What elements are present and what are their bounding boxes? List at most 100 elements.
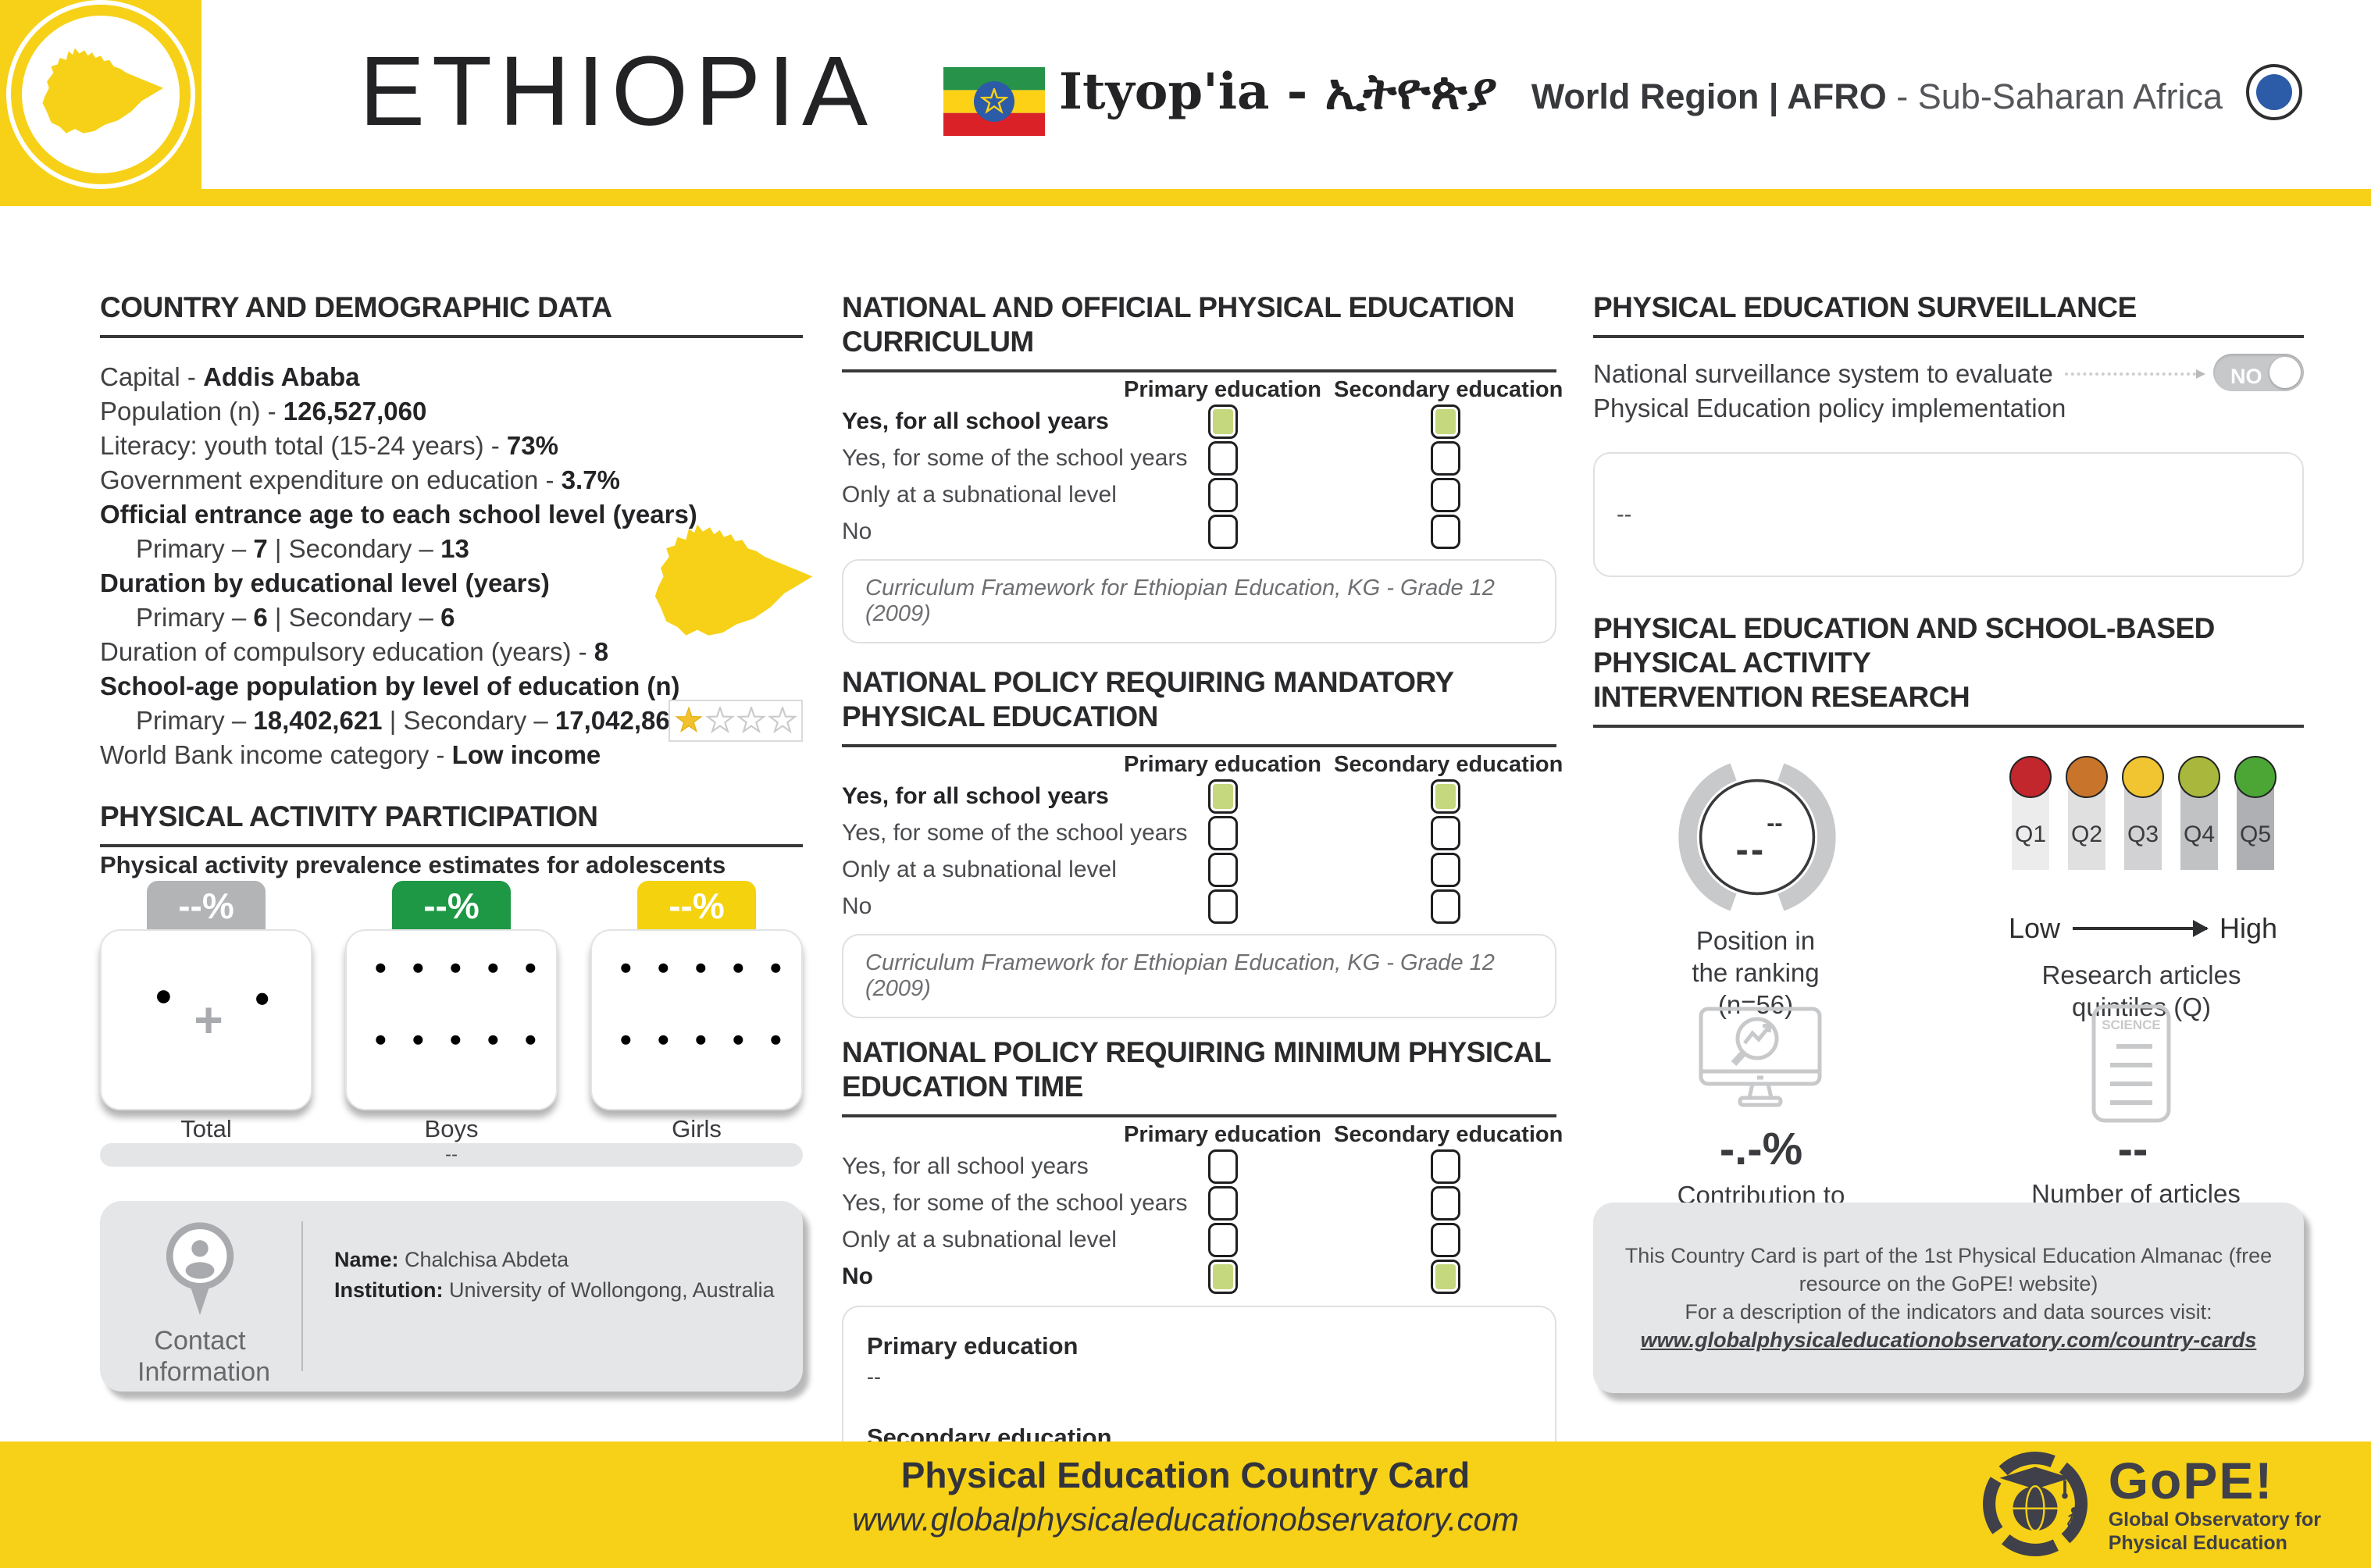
section-title-demographics: COUNTRY AND DEMOGRAPHIC DATA [100, 290, 803, 338]
checkbox-mintime-some-primary[interactable] [1207, 1185, 1238, 1221]
almanac-line3: For a description of the indicators and … [1685, 1300, 2212, 1324]
research-monitor-icon [1699, 1007, 1822, 1107]
col-header-secondary: Secondary education [1334, 752, 1563, 777]
demo-row-compulsory: Duration of compulsory education (years)… [100, 637, 609, 666]
q1-dot-icon [2009, 756, 2052, 798]
checkbox-mintime-no-secondary[interactable] [1430, 1259, 1460, 1294]
mintime-primary-value: -- [867, 1365, 881, 1388]
footer-url[interactable]: www.globalphysicaleducationobservatory.c… [852, 1501, 1519, 1538]
section-title-participation: PHYSICAL ACTIVITY PARTICIPATION [100, 800, 803, 847]
section-title-curriculum: NATIONAL AND OFFICIAL PHYSICAL EDUCATION… [842, 290, 1556, 372]
ranking-caption: Position in the ranking (n=56) [1692, 926, 1820, 1019]
footer-title: Physical Education Country Card [900, 1455, 1471, 1495]
ethiopia-map-icon [35, 41, 166, 148]
country-local-name: Ityop'ia - ኢትዮጵያ [1059, 62, 1498, 121]
table-row: No [842, 888, 1556, 925]
boys-card [345, 929, 558, 1110]
checkbox-mandatory-no-primary[interactable] [1207, 889, 1238, 924]
quintile-q4: Q4 [2178, 756, 2220, 870]
boys-label: Boys [424, 1115, 479, 1142]
checkbox-curriculum-all-secondary[interactable] [1430, 404, 1460, 439]
svg-text:SCIENCE: SCIENCE [2102, 1017, 2161, 1032]
svg-text:--: -- [1767, 810, 1782, 836]
girls-pictogram-grid [604, 947, 790, 1092]
table-row: Yes, for all school years [842, 403, 1556, 440]
runner-outline-icon [604, 952, 640, 1017]
region-dot-icon [2246, 64, 2302, 120]
table-row: Only at a subnational level [842, 1221, 1556, 1258]
column-demographics: COUNTRY AND DEMOGRAPHIC DATA Capital - A… [100, 290, 803, 1392]
checkbox-mintime-some-secondary[interactable] [1430, 1185, 1460, 1221]
checkbox-mandatory-some-secondary[interactable] [1430, 815, 1460, 850]
checkbox-mandatory-subnational-secondary[interactable] [1430, 852, 1460, 887]
checkbox-mintime-no-primary[interactable] [1207, 1259, 1238, 1294]
col-header-primary: Primary education [1123, 752, 1322, 777]
star-empty-icon [736, 707, 766, 735]
surveillance-toggle[interactable]: NO [2213, 354, 2304, 391]
contact-pin-icon [166, 1222, 234, 1316]
contact-caption: Contact Information [137, 1326, 271, 1387]
checkbox-curriculum-some-secondary[interactable] [1430, 440, 1460, 476]
mandatory-table-header: Primary education Secondary education [842, 752, 1563, 778]
table-row: Yes, for all school years [842, 778, 1556, 814]
toggle-knob [2269, 357, 2301, 388]
almanac-line2: resource on the GoPE! website) [1799, 1272, 2098, 1295]
country-cards-link[interactable]: www.globalphysicaleducationobservatory.c… [1640, 1328, 2257, 1352]
checkbox-mintime-all-primary[interactable] [1207, 1149, 1238, 1184]
section-title-surveillance: PHYSICAL EDUCATION SURVEILLANCE [1593, 290, 2304, 338]
checkbox-mandatory-subnational-primary[interactable] [1207, 852, 1238, 887]
participation-subtitle: Physical activity prevalence estimates f… [100, 851, 726, 878]
demo-row-literacy: Literacy: youth total (15-24 years) - 73… [100, 431, 558, 460]
gope-subtitle: Global Observatory for Physical Education [2108, 1509, 2321, 1554]
contact-details: Name: Chalchisa Abdeta Institution: Univ… [334, 1248, 775, 1302]
table-row: Yes, for some of the school years [842, 1185, 1556, 1221]
quintile-q2: Q2 [2066, 756, 2108, 870]
q3-dot-icon [2122, 756, 2164, 798]
checkbox-mandatory-all-secondary[interactable] [1430, 779, 1460, 814]
total-label: Total [180, 1115, 232, 1142]
demo-row-school-age-values: Primary – 18,402,621 | Secondary – 17,04… [136, 706, 685, 735]
checkbox-mandatory-no-secondary[interactable] [1430, 889, 1460, 924]
contact-card: Contact Information Name: Chalchisa Abdet… [100, 1201, 803, 1392]
demo-row-capital: Capital - Addis Ababa [100, 362, 360, 391]
total-card: + [100, 929, 312, 1110]
surveillance-statement: National surveillance system to evaluate… [1593, 354, 2304, 426]
checkbox-mandatory-all-primary[interactable] [1207, 779, 1238, 814]
demo-row-entrance-age: Official entrance age to each school lev… [100, 500, 697, 529]
demo-row-school-age-header: School-age population by level of educat… [100, 672, 680, 700]
checkbox-mintime-subnational-primary[interactable] [1207, 1222, 1238, 1257]
almanac-info-card: This Country Card is part of the 1st Phy… [1593, 1203, 2304, 1393]
quintile-scale: Q1 Q2 Q3 Q4 Q5 [2009, 756, 2277, 870]
checkbox-curriculum-no-primary[interactable] [1207, 514, 1238, 549]
checkbox-mintime-subnational-secondary[interactable] [1430, 1222, 1460, 1257]
col-header-primary: Primary education [1123, 377, 1322, 402]
checkbox-mintime-all-secondary[interactable] [1430, 1149, 1460, 1184]
svg-text:--: -- [1735, 829, 1766, 871]
checkbox-curriculum-no-secondary[interactable] [1430, 514, 1460, 549]
mintime-table-header: Primary education Secondary education [842, 1122, 1563, 1148]
col-header-secondary: Secondary education [1334, 377, 1563, 402]
articles-value: -- [2117, 1124, 2148, 1174]
table-row: No [842, 513, 1556, 550]
table-row: Yes, for all school years [842, 1148, 1556, 1185]
checkbox-curriculum-subnational-secondary[interactable] [1430, 477, 1460, 512]
curriculum-table-header: Primary education Secondary education [842, 377, 1563, 403]
ethiopia-map-silhouette [645, 515, 817, 655]
demo-row-population: Population (n) - 126,527,060 [100, 397, 427, 426]
table-row: Yes, for some of the school years [842, 814, 1556, 851]
research-body: -- -- Position in the ranking (n=56) Q1 … [1593, 728, 2304, 1242]
contribution-value: -.-% [1719, 1124, 1803, 1174]
checkbox-mandatory-some-primary[interactable] [1207, 815, 1238, 850]
checkbox-curriculum-all-primary[interactable] [1207, 404, 1238, 439]
table-row: Yes, for some of the school years [842, 440, 1556, 476]
checkbox-curriculum-subnational-primary[interactable] [1207, 477, 1238, 512]
mintime-primary-label: Primary education [867, 1332, 1079, 1360]
runner-boy-icon [133, 986, 183, 1053]
gope-logo: GoPE! Global Observatory for Physical Edu… [1976, 1445, 2321, 1563]
col-header-secondary: Secondary education [1334, 1122, 1563, 1147]
curriculum-note: Curriculum Framework for Ethiopian Educa… [842, 559, 1556, 643]
girls-label: Girls [672, 1115, 722, 1142]
checkbox-curriculum-some-primary[interactable] [1207, 440, 1238, 476]
runner-girl-icon [234, 989, 280, 1051]
